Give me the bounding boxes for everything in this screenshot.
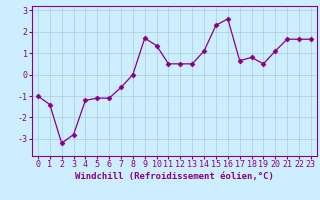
X-axis label: Windchill (Refroidissement éolien,°C): Windchill (Refroidissement éolien,°C): [75, 172, 274, 181]
